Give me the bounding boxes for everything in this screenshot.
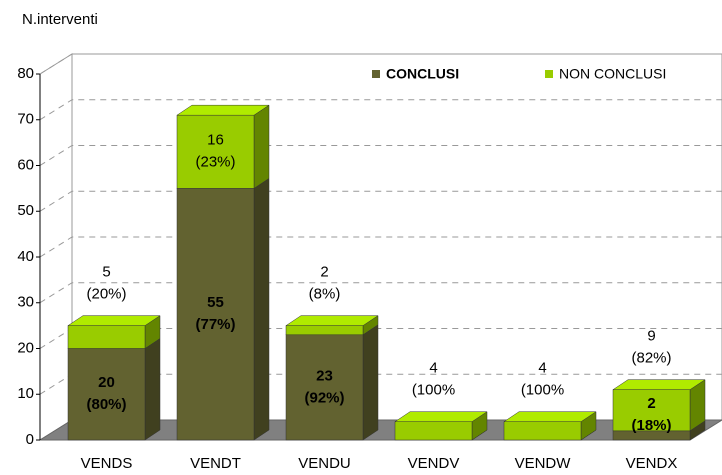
bar-segment bbox=[176, 188, 255, 441]
y-tick-label: 30 bbox=[17, 294, 34, 311]
bar-segment bbox=[612, 389, 691, 432]
value-label: 55 bbox=[207, 294, 224, 311]
bar-top bbox=[503, 411, 597, 422]
grid-line bbox=[39, 99, 722, 121]
bar-segment bbox=[176, 114, 255, 189]
x-tick-label: VENDT bbox=[190, 455, 241, 472]
bar-top bbox=[285, 315, 379, 326]
value-label: 16 bbox=[207, 132, 224, 149]
y-axis-label: N.interventi bbox=[22, 11, 98, 28]
legend-label: NON CONCLUSI bbox=[559, 66, 666, 82]
bar-side bbox=[362, 324, 379, 441]
value-label: 23 bbox=[316, 367, 333, 384]
y-tick-label: 20 bbox=[17, 339, 34, 356]
legend-label: CONCLUSI bbox=[386, 66, 459, 82]
bar-segment bbox=[67, 348, 146, 441]
percent-label: (100% bbox=[521, 382, 564, 399]
bar-segment bbox=[285, 334, 364, 441]
bar-side bbox=[253, 177, 270, 441]
percent-label: (8%) bbox=[309, 286, 341, 303]
bar-top bbox=[612, 379, 706, 390]
x-tick-label: VENDS bbox=[81, 455, 133, 472]
bar-top bbox=[176, 104, 270, 116]
bar-top bbox=[394, 411, 488, 422]
value-label: 4 bbox=[429, 360, 437, 377]
percent-label: (18%) bbox=[631, 417, 671, 434]
value-label: 5 bbox=[102, 264, 110, 281]
x-tick-label: VENDU bbox=[298, 455, 351, 472]
grid-line bbox=[39, 282, 722, 304]
percent-label: (20%) bbox=[86, 286, 126, 303]
bar-segment bbox=[67, 325, 146, 349]
legend-swatch bbox=[545, 70, 553, 78]
value-label: 2 bbox=[647, 395, 655, 412]
value-label: 2 bbox=[320, 264, 328, 281]
x-tick-label: VENDW bbox=[515, 455, 572, 472]
bar-segment bbox=[503, 421, 582, 441]
legend-swatch bbox=[372, 70, 380, 78]
percent-label: (92%) bbox=[304, 389, 344, 406]
bar-segment bbox=[394, 421, 473, 441]
percent-label: (100% bbox=[412, 382, 455, 399]
y-tick-label: 0 bbox=[26, 431, 34, 448]
percent-label: (82%) bbox=[631, 350, 671, 367]
percent-label: (80%) bbox=[86, 396, 126, 413]
value-label: 9 bbox=[647, 328, 655, 345]
percent-label: (77%) bbox=[195, 316, 235, 333]
grid-line bbox=[39, 190, 722, 212]
grid-line bbox=[39, 53, 722, 75]
value-label: 20 bbox=[98, 374, 115, 391]
y-tick-label: 50 bbox=[17, 202, 34, 219]
grid-line bbox=[39, 236, 722, 258]
x-tick-label: VENDV bbox=[408, 455, 460, 472]
x-tick-label: VENDX bbox=[626, 455, 678, 472]
y-tick-label: 40 bbox=[17, 248, 34, 265]
bar-segment bbox=[285, 325, 364, 336]
y-tick-label: 60 bbox=[17, 156, 34, 173]
y-tick-label: 10 bbox=[17, 385, 34, 402]
value-label: 4 bbox=[538, 360, 546, 377]
bar-side bbox=[253, 104, 270, 189]
side-wall bbox=[39, 53, 73, 441]
grid-line bbox=[39, 145, 722, 166]
bar-side bbox=[144, 338, 161, 441]
percent-label: (23%) bbox=[195, 154, 235, 171]
y-tick-label: 70 bbox=[17, 111, 34, 128]
y-tick-label: 80 bbox=[17, 65, 34, 82]
bar-top bbox=[67, 315, 161, 326]
